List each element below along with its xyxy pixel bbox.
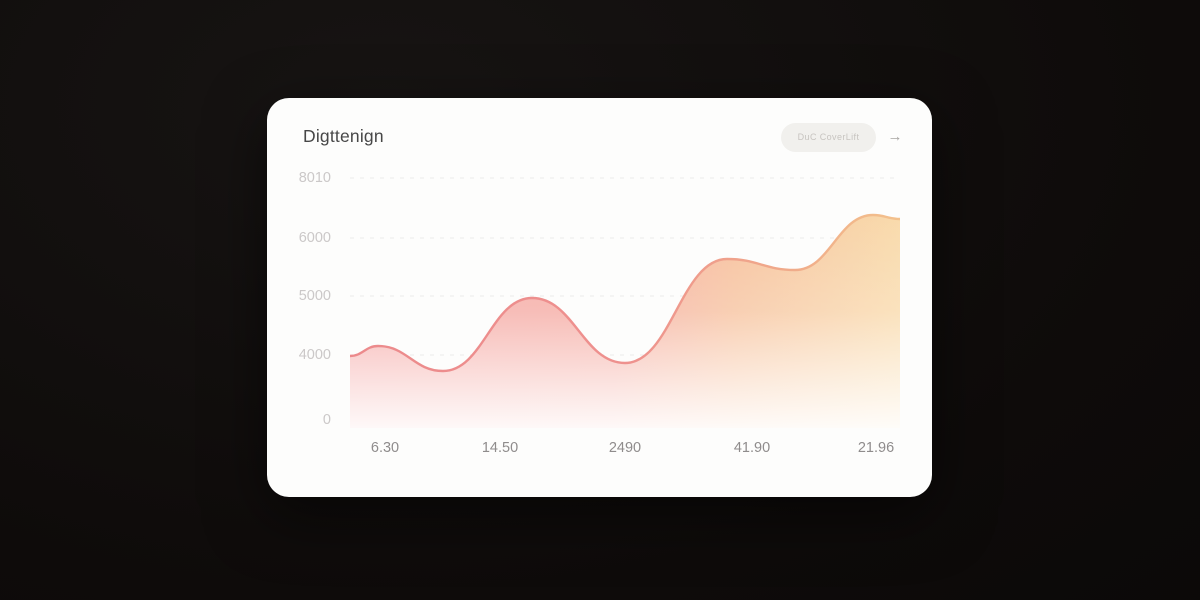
area-chart-svg <box>350 177 900 428</box>
y-axis-tick-label: 8010 <box>298 170 331 186</box>
x-axis-tick-label: 21.96 <box>857 440 895 456</box>
arrow-right-icon[interactable]: → <box>887 128 903 145</box>
card-action-button[interactable]: DuC CoverLift <box>781 123 876 152</box>
x-axis-tick-label: 2490 <box>608 440 642 456</box>
series-line <box>350 213 900 373</box>
x-axis-tick-label: 41.90 <box>733 440 771 456</box>
chart-card: Digttenign DuC CoverLift → 8010 6000 500… <box>267 98 932 497</box>
y-axis-tick-label: 6000 <box>298 230 331 246</box>
area-chart <box>350 170 900 428</box>
area-bottom-fade <box>350 215 900 428</box>
y-axis-tick-label: 4000 <box>298 347 331 363</box>
x-axis-tick-label: 14.50 <box>481 440 519 456</box>
y-axis-tick-label: 5000 <box>298 288 331 304</box>
y-axis-tick-label: 0 <box>322 412 331 428</box>
x-axis-tick-label: 6.30 <box>370 440 400 456</box>
gridlines <box>350 177 900 356</box>
page-title: Digttenign <box>303 126 384 146</box>
